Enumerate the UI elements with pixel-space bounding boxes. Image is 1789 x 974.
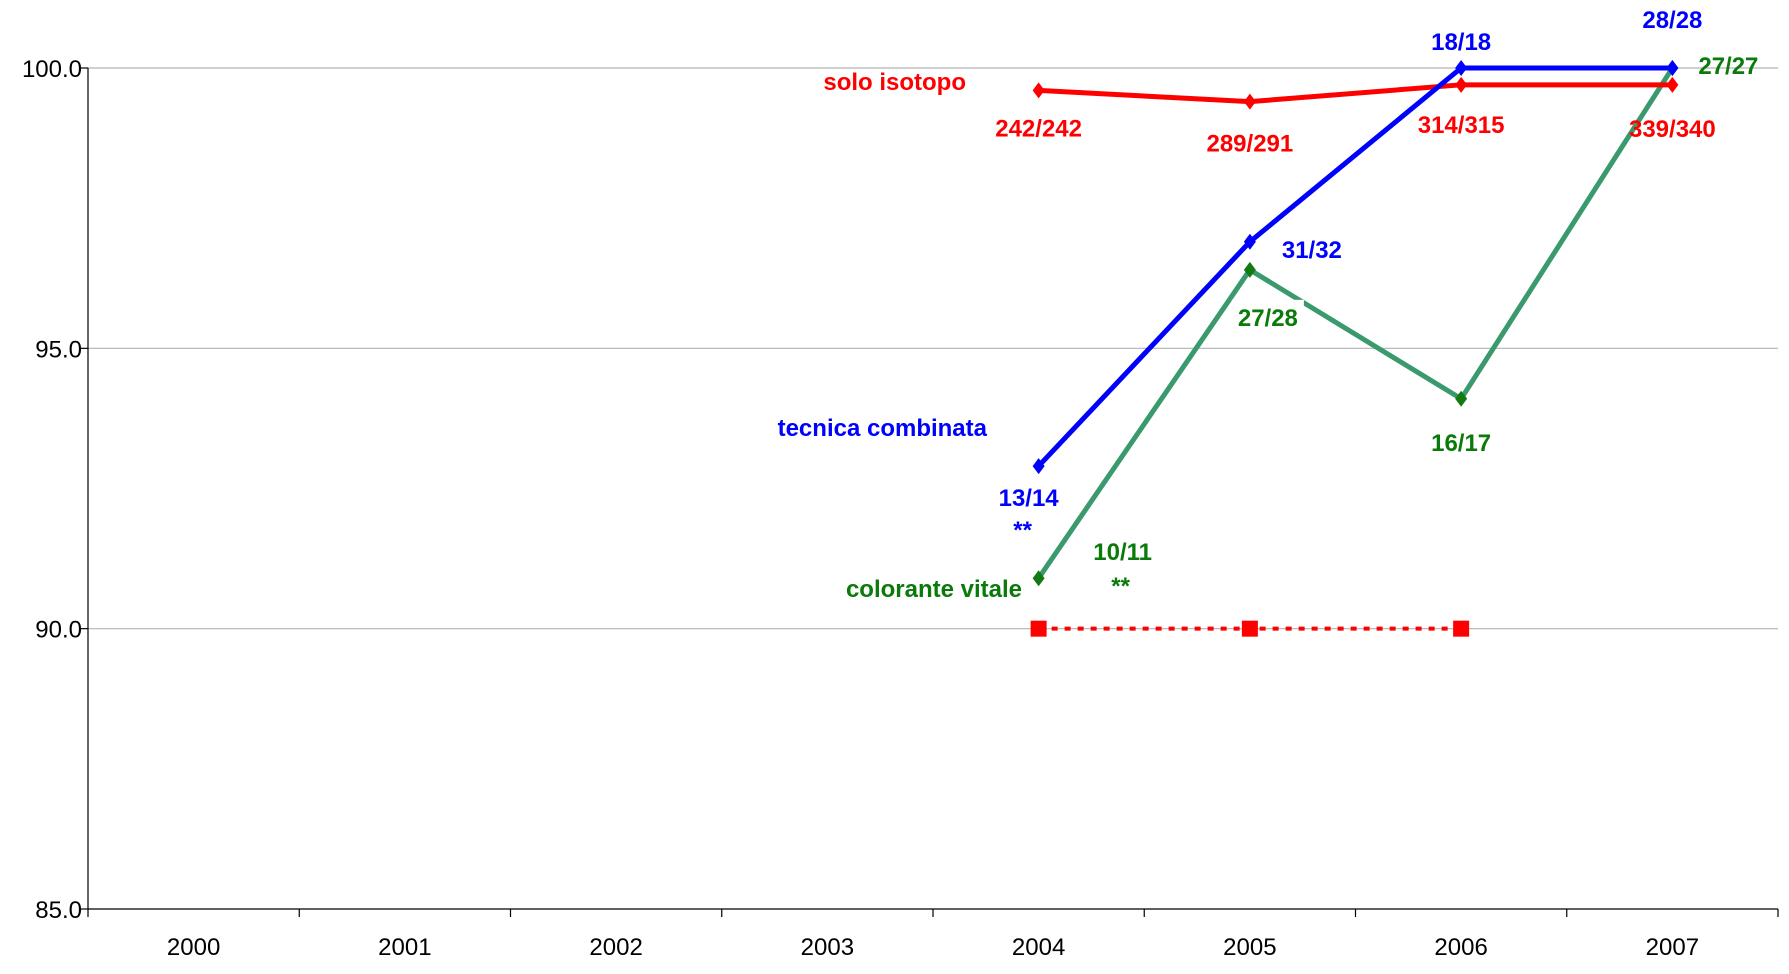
- series-line: [1036, 65, 1673, 468]
- data-point: [1241, 620, 1258, 637]
- data-point: [1032, 82, 1045, 99]
- data-label: 314/315: [1418, 112, 1505, 139]
- data-point: [1243, 261, 1256, 278]
- series-name-label: tecnica combinata: [778, 415, 988, 442]
- series-lines: [1030, 60, 1679, 637]
- data-point: [1453, 620, 1470, 637]
- data-label: 16/17: [1431, 430, 1491, 457]
- data-label: 18/18: [1431, 29, 1491, 56]
- gridlines: [88, 67, 1778, 630]
- x-tick-label: 2001: [378, 934, 431, 961]
- data-point: [1243, 233, 1256, 250]
- data-labels: 242/242 289/291 314/315 339/340 13/14 31/32 18…: [778, 7, 1759, 603]
- data-point: [1666, 60, 1679, 76]
- data-label: 289/291: [1206, 131, 1293, 158]
- data-point: [1032, 570, 1045, 587]
- data-point: [1032, 458, 1045, 475]
- data-point: [1455, 390, 1468, 407]
- y-tick-label: 100.0: [22, 56, 82, 83]
- data-point: [1455, 60, 1468, 76]
- series-line: [1038, 82, 1673, 105]
- data-label: 31/32: [1282, 237, 1342, 264]
- data-label: 28/28: [1642, 7, 1702, 34]
- x-tick-label: 2004: [1012, 934, 1065, 961]
- data-label: 339/340: [1629, 116, 1716, 143]
- data-label: 10/11: [1093, 539, 1152, 566]
- significance-marker: **: [1013, 517, 1032, 544]
- axes: 85.0 90.0 95.0 100.0 2000 2001 2002 2003 2004 200…: [22, 56, 1779, 961]
- series-name-label: solo isotopo: [823, 69, 966, 96]
- y-tick-label: 85.0: [35, 897, 82, 924]
- data-label: 27/28: [1238, 305, 1298, 332]
- data-point: [1666, 76, 1679, 93]
- data-label: 242/242: [995, 115, 1082, 142]
- y-tick-label: 90.0: [35, 617, 82, 644]
- x-tick-label: 2000: [167, 934, 220, 961]
- series-line: [1036, 66, 1675, 580]
- data-point: [1030, 620, 1047, 637]
- y-tick-label: 95.0: [35, 336, 82, 363]
- data-label: 13/14: [999, 485, 1060, 512]
- x-tick-label: 2005: [1223, 934, 1276, 961]
- series-name-label: colorante vitale: [846, 576, 1022, 603]
- data-label: 27/27: [1698, 53, 1758, 80]
- x-tick-label: 2007: [1646, 934, 1699, 961]
- label-background: [1231, 299, 1304, 336]
- x-tick-label: 2006: [1434, 934, 1487, 961]
- significance-marker: **: [1111, 573, 1130, 600]
- x-tick-label: 2002: [589, 934, 642, 961]
- data-point: [1455, 76, 1468, 93]
- x-tick-label: 2003: [801, 934, 854, 961]
- data-point: [1243, 93, 1256, 110]
